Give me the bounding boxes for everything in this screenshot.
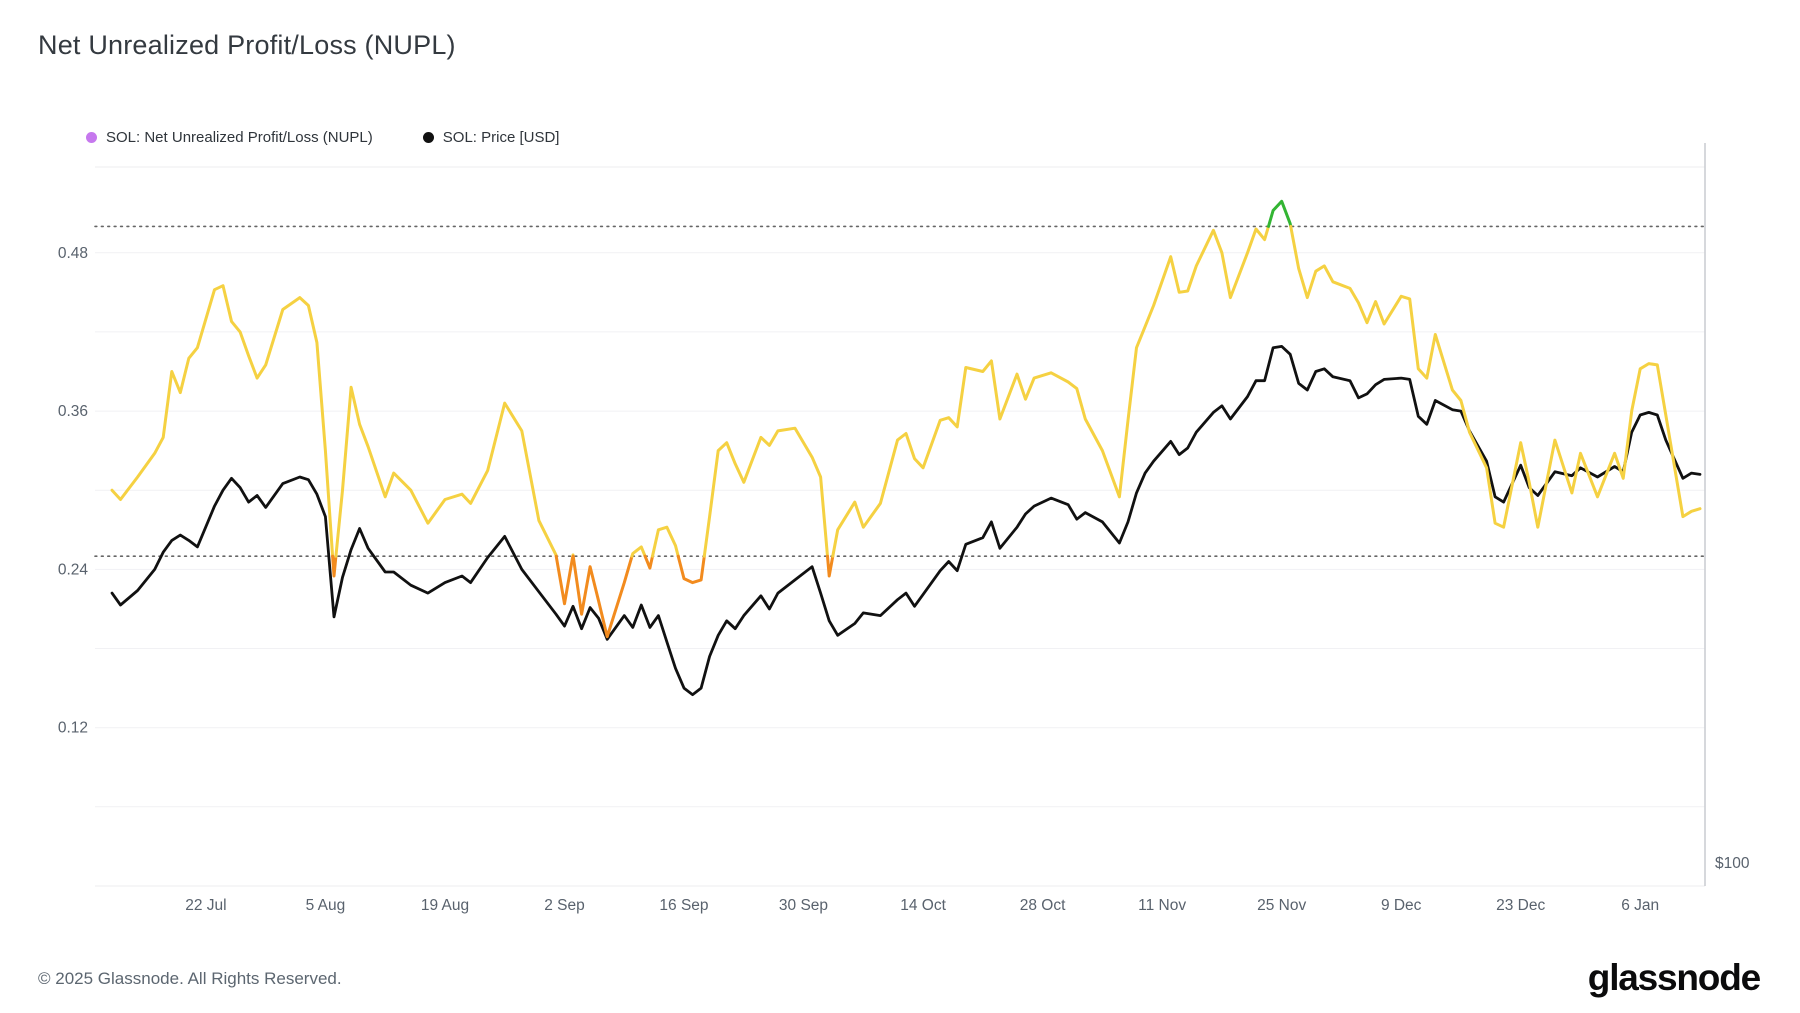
nupl-line-segment	[702, 426, 829, 558]
page-footer: © 2025 Glassnode. All Rights Reserved. g…	[0, 955, 1800, 1013]
nupl-line-segment	[554, 554, 575, 606]
page-title: Net Unrealized Profit/Loss (NUPL)	[38, 30, 456, 60]
copyright-text: © 2025 Glassnode. All Rights Reserved.	[38, 969, 342, 988]
x-axis-tick-label: 6 Jan	[1621, 897, 1659, 914]
legend-item-label: SOL: Net Unrealized Profit/Loss (NUPL)	[106, 129, 373, 146]
nupl-line-segment	[831, 224, 1270, 558]
nupl-line-segment	[1289, 224, 1702, 529]
chart-legend: SOL: Net Unrealized Profit/Loss (NUPL) S…	[86, 129, 559, 146]
x-axis-tick-label: 30 Sep	[779, 897, 828, 914]
nupl-line-segment	[1267, 199, 1293, 228]
x-axis-tick-label: 25 Nov	[1257, 897, 1306, 914]
x-axis-tick-label: 2 Sep	[544, 897, 585, 914]
x-axis-tick-label: 5 Aug	[306, 897, 346, 914]
right-axis-price-label: $100	[1715, 855, 1750, 872]
legend-item-nupl[interactable]: SOL: Net Unrealized Profit/Loss (NUPL)	[86, 129, 373, 146]
nupl-line-segment	[331, 554, 338, 578]
nupl-line-segment	[826, 554, 835, 578]
nupl-line-segment	[676, 554, 706, 585]
x-axis-tick-label: 16 Sep	[659, 897, 708, 914]
nupl-line-segment	[334, 385, 558, 558]
y-axis-tick-label: 0.48	[58, 245, 88, 262]
glassnode-logo[interactable]: glassnode	[1587, 957, 1761, 998]
x-axis-tick-label: 19 Aug	[421, 897, 469, 914]
nupl-line-segment	[571, 554, 634, 639]
x-axis-tick-label: 11 Nov	[1138, 897, 1186, 914]
price-series-dot-icon	[422, 132, 434, 143]
x-axis-tick-label: 14 Oct	[900, 897, 946, 914]
legend-item-price[interactable]: SOL: Price [USD]	[422, 129, 560, 146]
y-axis-tick-label: 0.12	[58, 720, 88, 737]
y-axis-tick-label: 0.24	[58, 561, 89, 578]
nupl-line-segment	[651, 525, 680, 558]
nupl-line-segment	[630, 545, 647, 558]
x-axis-tick-label: 9 Dec	[1381, 897, 1422, 914]
x-axis-tick-label: 22 Jul	[185, 897, 226, 914]
y-axis-tick-label: 0.36	[58, 403, 88, 420]
nupl-line-segment	[110, 284, 335, 558]
nupl-series-dot-icon	[86, 132, 97, 143]
nupl-line-segment	[643, 554, 654, 570]
legend-item-label: SOL: Price [USD]	[442, 129, 560, 146]
x-axis-tick-label: 23 Dec	[1496, 897, 1545, 914]
x-axis-tick-label: 28 Oct	[1020, 897, 1066, 914]
price-line	[110, 344, 1702, 697]
